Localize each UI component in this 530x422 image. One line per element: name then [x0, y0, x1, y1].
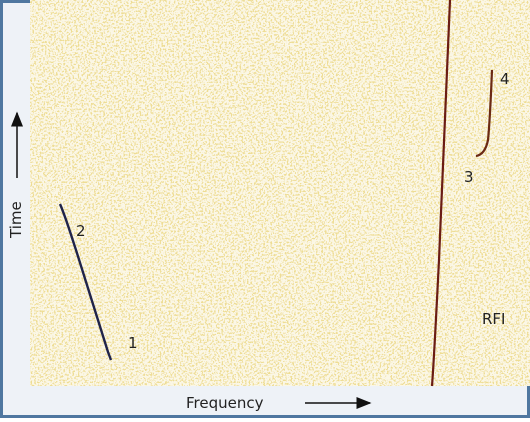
marker-label: 2 — [76, 222, 86, 240]
spectrogram-figure: 1 2 3 4 RFI Time Frequency — [0, 0, 530, 418]
marker-label: 4 — [500, 70, 510, 88]
x-axis-label: Frequency — [186, 394, 264, 412]
rfi-label: RFI — [482, 310, 505, 328]
marker-label: 1 — [128, 334, 138, 352]
y-axis-label: Time — [7, 201, 25, 239]
spectrogram-noise — [30, 0, 530, 386]
marker-label: 3 — [464, 168, 474, 186]
